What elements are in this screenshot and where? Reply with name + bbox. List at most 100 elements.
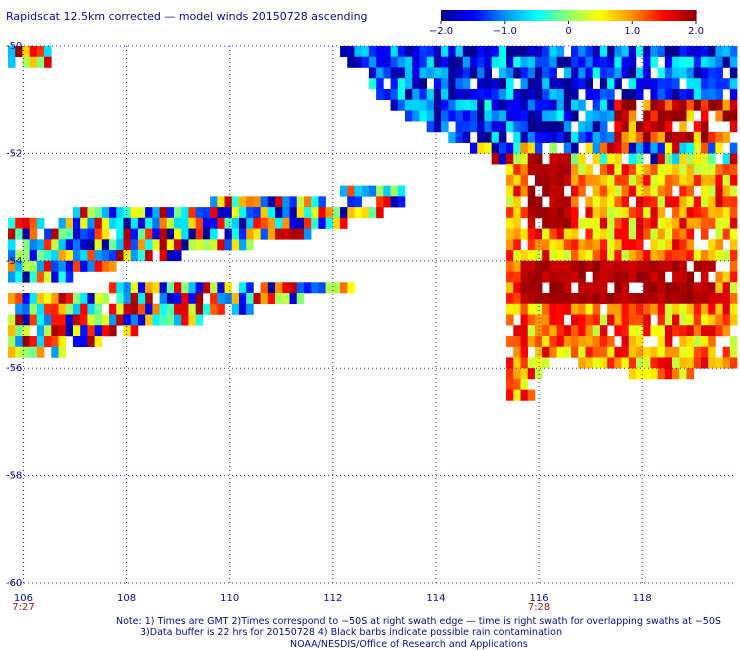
wind-cell xyxy=(614,121,622,133)
wind-cell xyxy=(636,46,644,58)
wind-cell xyxy=(729,142,738,154)
wind-cell xyxy=(542,164,550,176)
wind-cell xyxy=(520,357,529,369)
wind-cell xyxy=(549,121,557,133)
wind-cell xyxy=(549,271,557,283)
wind-cell xyxy=(217,293,225,305)
wind-cell xyxy=(549,250,557,262)
wind-cell xyxy=(563,303,572,315)
wind-cell xyxy=(542,78,550,90)
wind-cell xyxy=(130,282,139,294)
wind-cell xyxy=(549,228,557,240)
wind-cell xyxy=(448,99,456,111)
wind-cell xyxy=(679,325,687,337)
wind-cell xyxy=(650,121,658,133)
wind-cell xyxy=(65,325,74,337)
wind-cell xyxy=(607,67,615,79)
wind-cell xyxy=(636,271,644,283)
wind-cell xyxy=(534,67,543,79)
wind-cell xyxy=(159,293,168,305)
wind-cell xyxy=(217,207,225,219)
wind-cell xyxy=(636,303,644,315)
wind-cell xyxy=(22,346,30,358)
wind-cell xyxy=(578,314,586,326)
wind-cell xyxy=(722,271,731,283)
wind-cell xyxy=(513,293,521,305)
wind-cell xyxy=(15,217,23,229)
wind-cell xyxy=(700,260,709,272)
wind-cell xyxy=(181,303,189,315)
colorbar-segment xyxy=(670,10,673,21)
wind-cell xyxy=(527,260,536,272)
wind-cell xyxy=(679,271,687,283)
wind-cell xyxy=(672,88,680,100)
colorbar-segment xyxy=(632,10,635,21)
wind-cell xyxy=(614,67,622,79)
wind-cell xyxy=(65,228,74,240)
wind-cell xyxy=(527,217,536,229)
wind-cell xyxy=(8,217,16,229)
wind-cell xyxy=(549,174,557,186)
colorbar-segment xyxy=(694,10,697,21)
wind-cell xyxy=(534,131,543,143)
wind-cell xyxy=(109,239,117,251)
wind-cell xyxy=(361,46,370,58)
wind-cell xyxy=(628,164,637,176)
wind-cell xyxy=(599,121,608,133)
wind-cell xyxy=(636,228,644,240)
wind-cell xyxy=(462,88,471,100)
colorbar-segment xyxy=(470,10,474,21)
wind-cell xyxy=(722,357,731,369)
wind-cell xyxy=(664,325,673,337)
wind-cell xyxy=(137,314,146,326)
wind-cell xyxy=(325,207,334,219)
wind-cell xyxy=(693,88,702,100)
wind-cell xyxy=(159,239,168,251)
colorbar-segment xyxy=(692,10,695,21)
wind-cell xyxy=(700,293,709,305)
colorbar-segment xyxy=(476,10,480,21)
wind-cell xyxy=(679,142,687,154)
wind-cell xyxy=(101,228,110,240)
wind-cell xyxy=(571,110,579,122)
colorbar-segment xyxy=(492,10,496,21)
wind-cell xyxy=(513,368,521,380)
wind-cell xyxy=(58,217,67,229)
wind-cell xyxy=(621,325,630,337)
wind-cell xyxy=(253,207,261,219)
wind-cell xyxy=(527,131,536,143)
wind-cell xyxy=(686,239,695,251)
wind-cell xyxy=(332,217,341,229)
wind-cell xyxy=(80,335,88,348)
wind-cell xyxy=(441,99,449,111)
wind-cell xyxy=(195,314,204,326)
wind-cell xyxy=(296,282,305,294)
wind-cell xyxy=(722,99,731,111)
wind-cell xyxy=(520,131,529,143)
colorbar-segment xyxy=(548,10,552,21)
colorbar-segment xyxy=(480,10,484,21)
wind-cell xyxy=(549,110,557,122)
wind-cell xyxy=(484,131,492,143)
wind-cell xyxy=(419,99,427,111)
wind-cell xyxy=(672,164,680,176)
wind-cell xyxy=(166,282,175,294)
wind-cell xyxy=(217,217,225,229)
wind-cell xyxy=(621,260,630,272)
wind-cell xyxy=(542,293,550,305)
wind-cell xyxy=(621,110,630,122)
wind-cell xyxy=(628,153,637,165)
colorbar-segment xyxy=(592,10,595,21)
wind-cell xyxy=(433,67,442,79)
wind-cell xyxy=(643,67,651,79)
wind-cell xyxy=(448,88,456,100)
wind-cell xyxy=(549,67,557,79)
wind-cell xyxy=(643,174,651,186)
wind-cell xyxy=(700,325,709,337)
wind-cell xyxy=(390,88,399,100)
wind-cell xyxy=(693,174,702,186)
wind-cell xyxy=(477,46,485,58)
colorbar-segment xyxy=(566,10,570,21)
wind-cell xyxy=(592,131,601,143)
wind-cell xyxy=(563,196,572,208)
